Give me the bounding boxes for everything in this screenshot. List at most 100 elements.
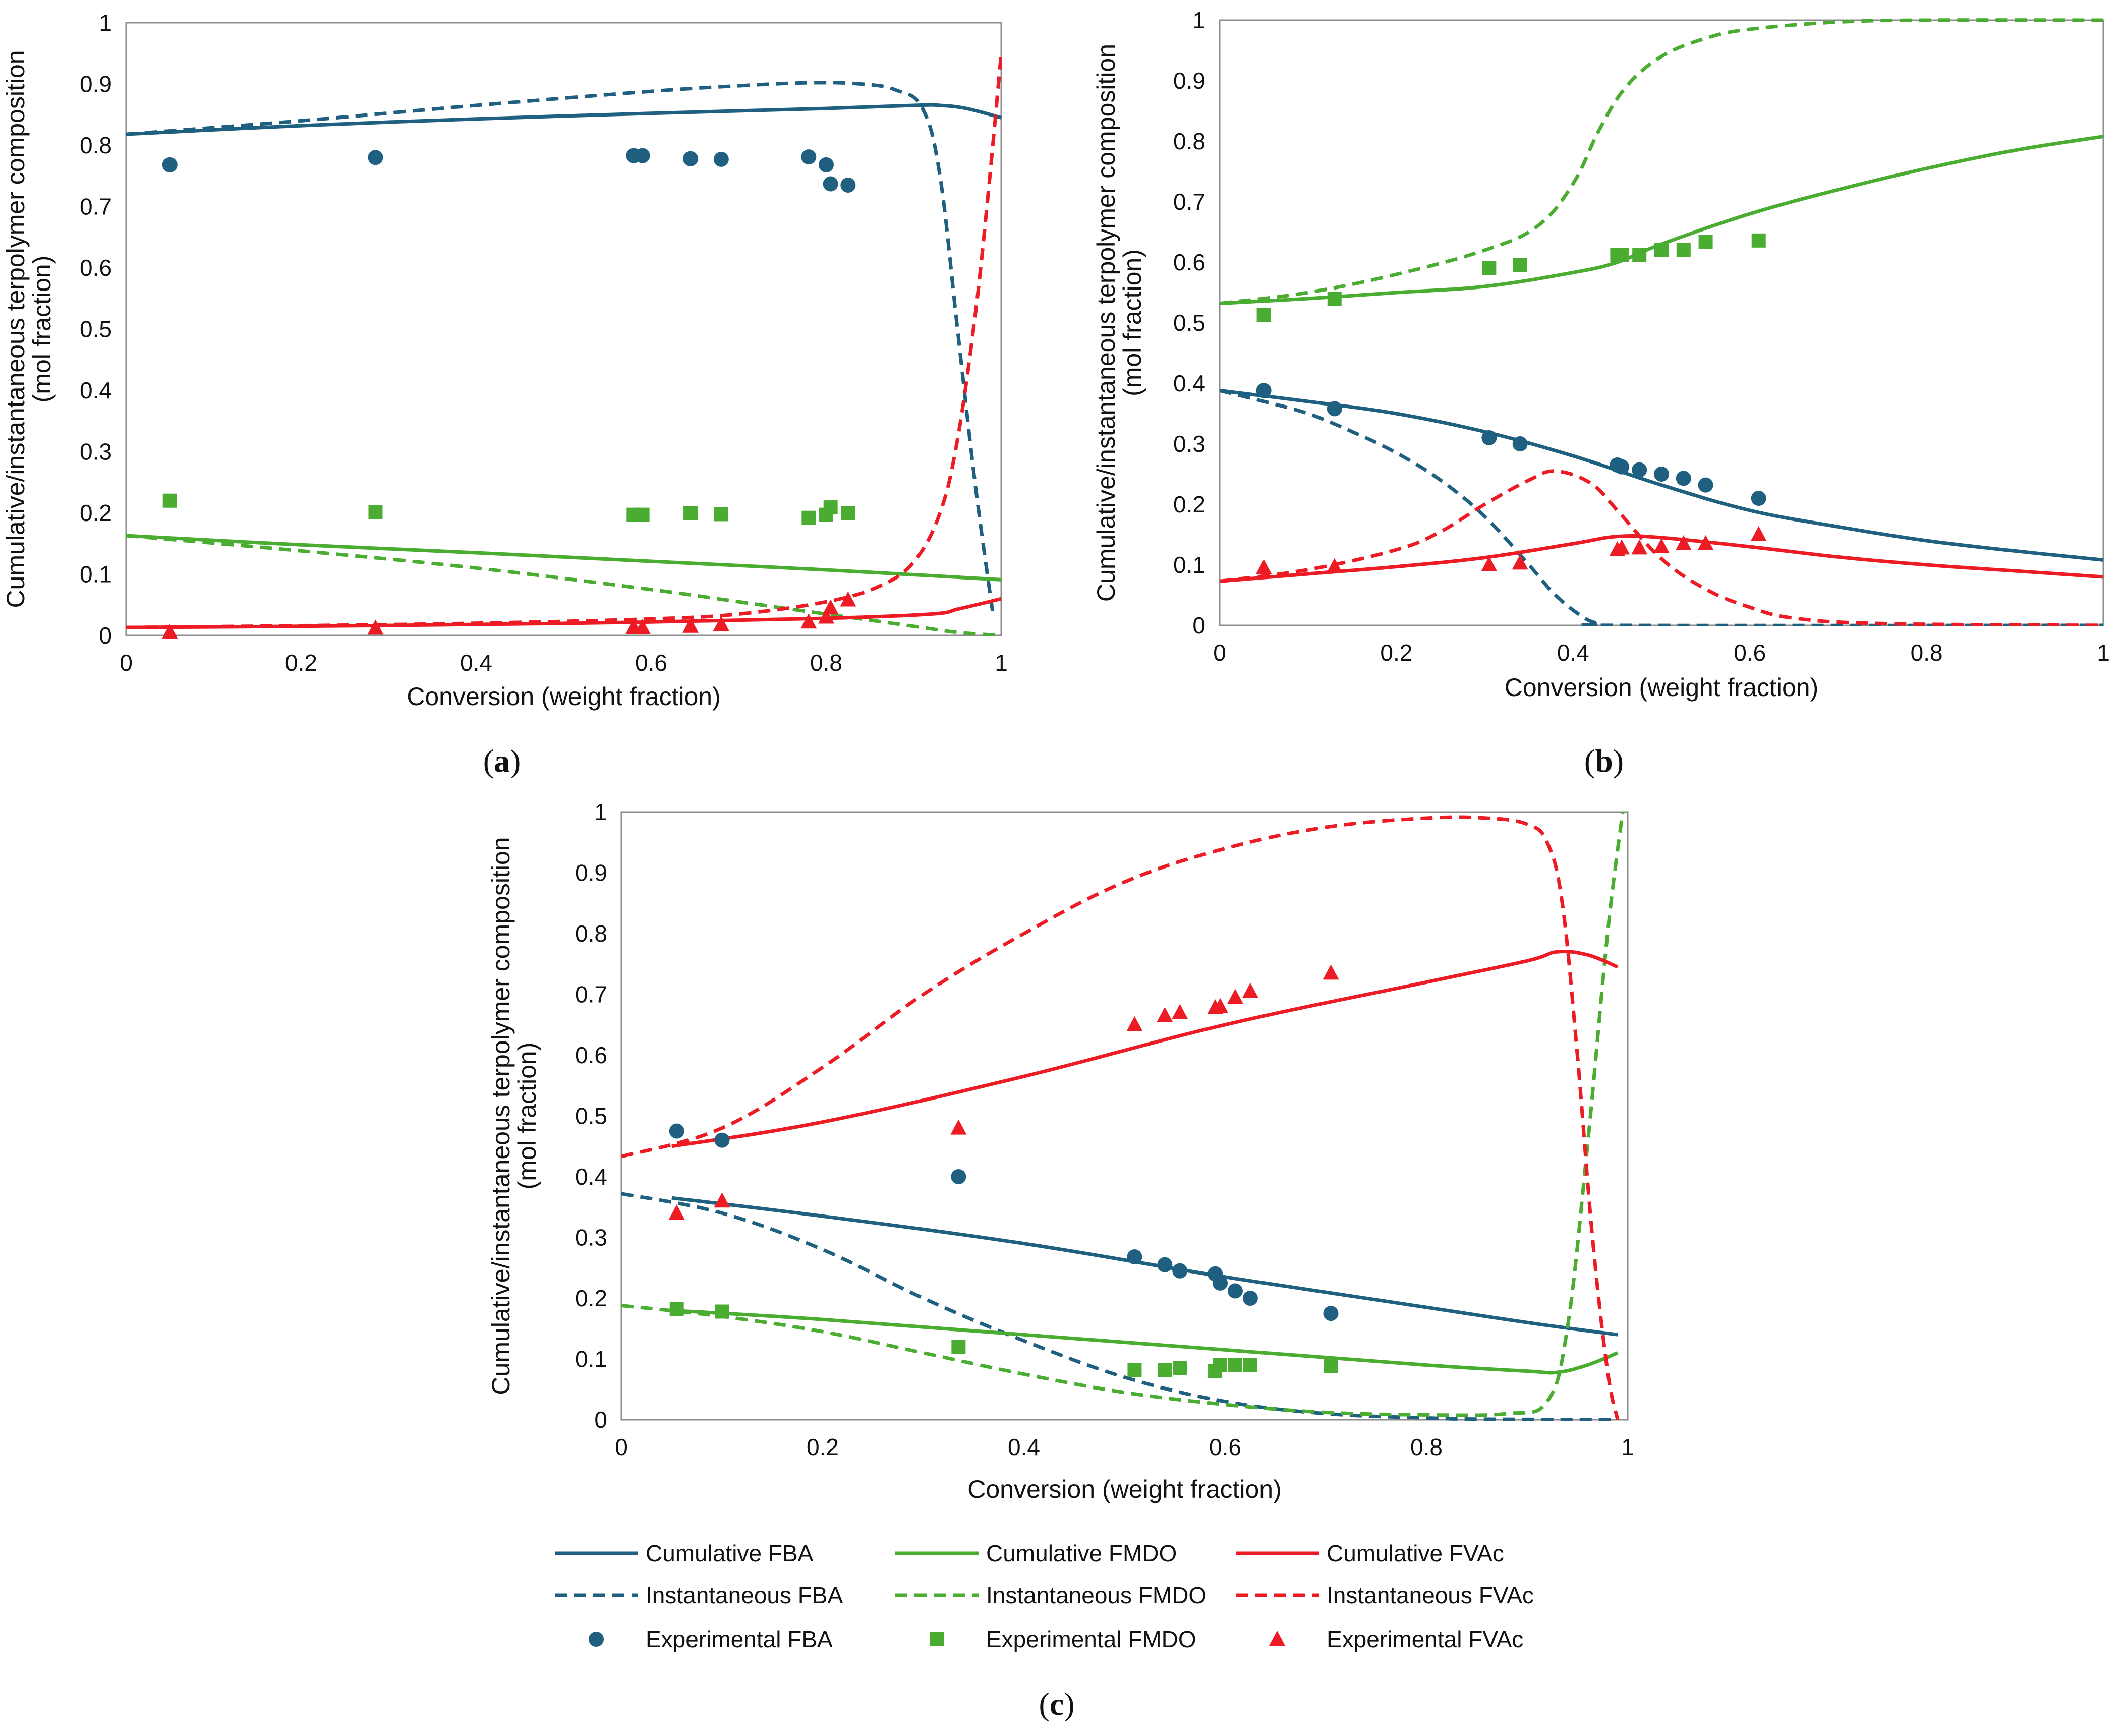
y-tick-label: 0.8: [1173, 128, 1205, 154]
y-tick-label: 0.8: [80, 132, 112, 158]
data-point-exp-fmdo: [1482, 261, 1497, 275]
data-point-exp-fmdo: [951, 1340, 966, 1354]
data-point-exp-fba: [1614, 459, 1630, 475]
series-lines: [126, 53, 1002, 636]
data-point-exp-fmdo: [714, 507, 728, 522]
data-point-exp-fvac: [1172, 1004, 1188, 1019]
y-tick-label: 0.9: [575, 860, 607, 886]
data-point-exp-fba: [162, 157, 178, 172]
data-point-exp-fvac: [800, 613, 817, 629]
y-tick-label: 0.4: [575, 1164, 607, 1190]
data-point-exp-fmdo: [1654, 243, 1669, 257]
data-point-exp-fvac: [714, 1192, 730, 1208]
x-tick-label: 1: [1621, 1434, 1634, 1460]
legend-label: Experimental FBA: [646, 1626, 833, 1652]
data-point-exp-fba: [1632, 462, 1647, 478]
chart-panel-b: 0 0.1 0.2 0.3 0.4 0.5 0.6 0.7 0.8 0.9 1 0 0.2 0.4 0.6 0…: [1092, 7, 2110, 779]
y-tick-label: 0.7: [575, 981, 607, 1008]
series-line-inst-fmdo: [126, 534, 1002, 636]
legend-swatch: [589, 1632, 604, 1647]
x-tick-label: 0: [615, 1434, 628, 1460]
y-tick-label: 0.4: [1173, 370, 1205, 396]
data-point-exp-fmdo: [715, 1304, 729, 1319]
data-point-exp-fba: [1172, 1263, 1188, 1279]
data-point-exp-fmdo: [1158, 1363, 1172, 1377]
x-tick-label: 0.6: [1734, 640, 1766, 666]
data-point-exp-fvac: [1675, 535, 1692, 550]
data-point-exp-fmdo: [1632, 248, 1647, 262]
data-point-exp-fmdo: [841, 506, 855, 520]
data-point-exp-fmdo: [1173, 1361, 1187, 1375]
legend-item-exp-fmdo: Experimental FMDO: [930, 1626, 1196, 1652]
y-tick-label: 0.9: [80, 71, 112, 97]
data-point-exp-fmdo: [162, 493, 177, 508]
series-line-cum-fba: [1220, 388, 2104, 562]
x-tick-label: 0.2: [807, 1434, 839, 1460]
chart-panel-c: 0 0.1 0.2 0.3 0.4 0.5 0.6 0.7 0.8 0.9 1 0 0.2 0.4 0.6 0…: [487, 799, 1634, 1722]
y-axis-title-unit: (mol fraction): [513, 1043, 541, 1190]
y-tick-label: 0.9: [1173, 68, 1205, 94]
data-point-exp-fba: [1227, 1283, 1243, 1299]
data-point-exp-fmdo: [1256, 308, 1271, 322]
data-point-exp-fvac: [634, 619, 651, 634]
chart-panel-a: 0 0.1 0.2 0.3 0.4 0.5 0.6 0.7 0.8 0.9 1 0 0.2 0.4 0.6 0…: [2, 10, 1008, 779]
data-point-exp-fvac: [682, 617, 699, 633]
y-tick-label: 0.6: [80, 255, 112, 281]
data-point-exp-fvac: [1750, 526, 1767, 541]
data-point-exp-fvac: [1323, 964, 1339, 980]
y-tick-label: 0: [1192, 612, 1205, 639]
y-tick-label: 0.8: [575, 920, 607, 947]
x-axis-title: Conversion (weight fraction): [1505, 673, 1819, 702]
data-point-exp-fvac: [1481, 556, 1498, 571]
series-line-inst-fvac: [621, 815, 1620, 1420]
data-point-exp-fvac: [1653, 538, 1670, 553]
legend-label: Instantaneous FBA: [646, 1582, 843, 1608]
legend-label: Experimental FVAc: [1327, 1626, 1523, 1652]
data-point-exp-fba: [1481, 430, 1497, 445]
y-tick-label: 1: [1192, 7, 1205, 33]
x-tick-label: 0.4: [460, 650, 492, 676]
data-point-exp-fvac: [713, 616, 729, 631]
series-line-inst-fvac: [1220, 469, 2104, 626]
legend-label: Instantaneous FVAc: [1327, 1582, 1534, 1608]
data-point-exp-fmdo: [1751, 233, 1766, 248]
legend-item-exp-fba: Experimental FBA: [589, 1626, 833, 1652]
experimental-points: [668, 964, 1339, 1378]
data-point-exp-fvac: [1326, 558, 1343, 573]
experimental-points: [161, 148, 856, 639]
legend-item-inst-fvac: Instantaneous FVAc: [1236, 1582, 1534, 1608]
panel-label-a: (a): [483, 743, 521, 779]
data-point-exp-fmdo: [683, 506, 698, 520]
data-point-exp-fba: [1327, 401, 1342, 417]
data-point-exp-fvac: [668, 1204, 685, 1220]
data-point-exp-fvac: [1227, 989, 1243, 1004]
data-point-exp-fmdo: [1228, 1358, 1242, 1372]
data-point-exp-fvac: [818, 608, 834, 624]
y-tick-label: 0.1: [1173, 552, 1205, 578]
data-point-exp-fba: [1676, 471, 1691, 486]
y-tick-label: 0.2: [80, 500, 112, 526]
data-point-exp-fvac: [1212, 998, 1229, 1013]
legend-item-exp-fvac: Experimental FVAc: [1269, 1626, 1523, 1652]
data-point-exp-fmdo: [635, 507, 650, 522]
series-line-cum-fvac: [1220, 534, 2104, 583]
data-point-exp-fba: [951, 1169, 966, 1184]
y-tick-label: 0: [594, 1407, 607, 1433]
panel-label-b: (b): [1584, 743, 1624, 779]
data-point-exp-fba: [1157, 1257, 1173, 1272]
data-point-exp-fmdo: [1698, 235, 1713, 249]
y-axis-title: Cumulative/instantaneous terpolymer comp…: [1092, 44, 1120, 602]
y-axis-title: Cumulative/instantaneous terpolymer comp…: [487, 837, 515, 1395]
data-point-exp-fba: [669, 1123, 684, 1139]
data-point-exp-fmdo: [669, 1302, 684, 1316]
legend-swatch: [1269, 1631, 1285, 1646]
data-point-exp-fba: [713, 151, 729, 167]
y-tick-label: 0.7: [80, 194, 112, 220]
data-point-exp-fvac: [1126, 1016, 1143, 1031]
data-point-exp-fba: [823, 176, 838, 192]
data-point-exp-fmdo: [1324, 1359, 1338, 1373]
data-point-exp-fba: [1242, 1291, 1258, 1306]
data-point-exp-fvac: [1631, 539, 1648, 555]
data-point-exp-fvac: [840, 591, 856, 607]
data-point-exp-fmdo: [1676, 243, 1691, 257]
